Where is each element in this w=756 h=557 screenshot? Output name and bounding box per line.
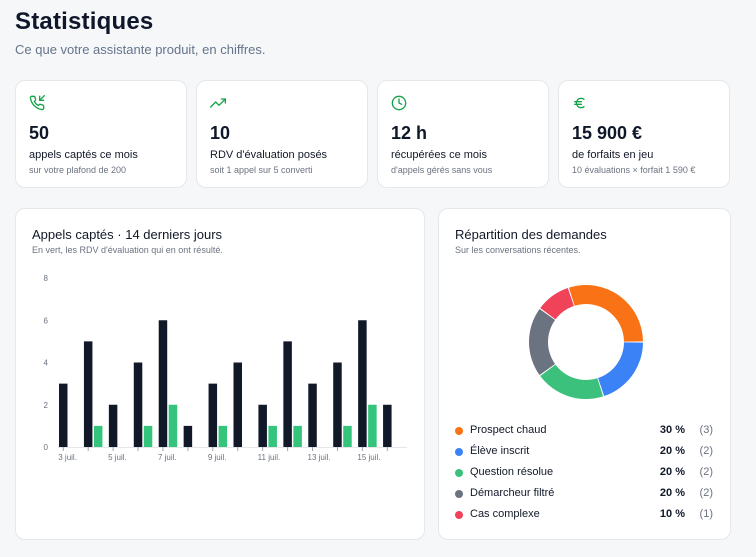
calls-bar	[258, 404, 267, 447]
legend-label: Élève inscrit	[470, 445, 530, 457]
x-tick-label: 9 juil.	[208, 453, 227, 462]
legend-count: (1)	[699, 508, 713, 520]
kpi-sub: soit 1 appel sur 5 converti	[210, 165, 313, 175]
legend-count: (2)	[699, 487, 713, 499]
kpi-sub: sur votre plafond de 200	[29, 165, 127, 175]
legend-percent: 30 %	[659, 424, 685, 436]
x-tick-label: 15 juil.	[357, 453, 380, 462]
calls-bar	[183, 425, 193, 447]
kpi-label: de forfaits en jeu	[572, 149, 654, 161]
legend-dot-icon	[455, 511, 463, 519]
kpi-value: 50	[29, 123, 50, 143]
rdv-bar	[143, 425, 153, 447]
legend-label: Question résolue	[470, 466, 554, 478]
kpi-label: RDV d'évaluation posés	[210, 149, 328, 161]
calls-bar	[158, 320, 168, 447]
calls-chart-title: Appels captés · 14 derniers jours	[32, 227, 223, 242]
legend-dot-icon	[455, 490, 463, 498]
legend-label: Démarcheur filtré	[470, 487, 555, 499]
legend-label: Prospect chaud	[470, 424, 547, 436]
rdv-bar	[168, 404, 178, 447]
calls-bar	[308, 383, 317, 447]
legend-item: Cas complexe 10 % (1)	[455, 507, 713, 523]
trending-up-icon	[210, 98, 226, 108]
calls-bar	[383, 404, 392, 447]
kpi-value: 15 900 €	[572, 123, 643, 143]
kpi-value: 12 h	[391, 123, 428, 143]
kpi-card-revenue: 15 900 € de forfaits en jeu 10 évaluatio…	[558, 80, 730, 188]
calls-bar	[208, 383, 218, 447]
legend-item: Question résolue 20 % (2)	[455, 465, 713, 481]
legend-item: Démarcheur filtré 20 % (2)	[455, 486, 713, 502]
rdv-bar	[368, 404, 377, 447]
legend-label: Cas complexe	[470, 508, 540, 520]
demand-subtitle: Sur les conversations récentes.	[455, 245, 581, 255]
rdv-bar	[218, 425, 228, 447]
legend-dot-icon	[455, 427, 463, 435]
clock-icon	[391, 95, 407, 111]
legend-item: Élève inscrit 20 % (2)	[455, 444, 713, 460]
demand-card: Répartition des demandes Sur les convers…	[438, 208, 731, 540]
rdv-bar	[343, 425, 352, 447]
calls-bar	[133, 362, 143, 447]
kpi-value: 10	[210, 123, 231, 143]
calls-bar	[333, 362, 342, 447]
x-tick-label: 7 juil.	[158, 453, 177, 462]
donut-slice	[568, 285, 643, 342]
phone-incoming-icon	[29, 95, 45, 111]
y-tick-label: 4	[44, 359, 49, 368]
calls-bar	[83, 341, 93, 447]
legend-dot-icon	[455, 448, 463, 456]
legend-percent: 10 %	[659, 508, 685, 520]
calls-bar	[59, 383, 68, 447]
rdv-bar	[268, 425, 277, 447]
rdv-bar	[293, 425, 302, 447]
page-title: Statistiques	[15, 8, 154, 35]
kpi-label: appels captés ce mois	[29, 149, 138, 161]
kpi-card-hours: 12 h récupérées ce mois d'appels gérés s…	[377, 80, 549, 188]
legend-count: (2)	[699, 466, 713, 478]
kpi-card-calls: 50 appels captés ce mois sur votre plafo…	[15, 80, 187, 188]
x-tick-label: 3 juil.	[58, 453, 77, 462]
y-tick-label: 2	[44, 401, 49, 410]
x-tick-label: 5 juil.	[108, 453, 127, 462]
legend-percent: 20 %	[659, 445, 685, 457]
x-tick-label: 13 juil.	[308, 453, 331, 462]
kpi-sub: d'appels gérés sans vous	[391, 165, 493, 175]
euro-icon	[574, 97, 585, 109]
donut-slice	[540, 287, 574, 320]
demand-donut-chart	[529, 285, 643, 399]
calls-bar	[283, 341, 292, 447]
y-tick-label: 6	[44, 316, 49, 325]
legend-count: (2)	[699, 445, 713, 457]
calls-bar	[233, 362, 242, 447]
y-tick-label: 8	[44, 274, 49, 283]
legend-item: Prospect chaud 30 % (3)	[455, 423, 713, 439]
calls-bar	[108, 404, 118, 447]
demand-title: Répartition des demandes	[455, 227, 607, 242]
kpi-card-rdv: 10 RDV d'évaluation posés soit 1 appel s…	[196, 80, 368, 188]
donut-slice	[529, 308, 556, 376]
calls-chart-subtitle: En vert, les RDV d'évaluation qui en ont…	[32, 245, 223, 255]
x-tick-label: 11 juil.	[258, 453, 281, 462]
legend-count: (3)	[699, 424, 713, 436]
donut-slice	[598, 342, 643, 397]
y-tick-label: 0	[44, 443, 49, 452]
rdv-bar	[93, 425, 103, 447]
legend-percent: 20 %	[659, 466, 685, 478]
kpi-sub: 10 évaluations × forfait 1 590 €	[572, 165, 696, 175]
page-subtitle: Ce que votre assistante produit, en chif…	[15, 42, 266, 57]
donut-slice	[540, 364, 604, 399]
kpi-label: récupérées ce mois	[391, 149, 487, 161]
calls-bar	[358, 320, 367, 447]
legend-dot-icon	[455, 469, 463, 477]
legend-percent: 20 %	[659, 487, 685, 499]
calls-chart-card: Appels captés · 14 derniers jours En ver…	[15, 208, 425, 540]
calls-bar-chart: 0 2 4 6 8 3 juil. 5 juil. 7 juil. 9 juil. 11 juil…	[44, 274, 407, 462]
